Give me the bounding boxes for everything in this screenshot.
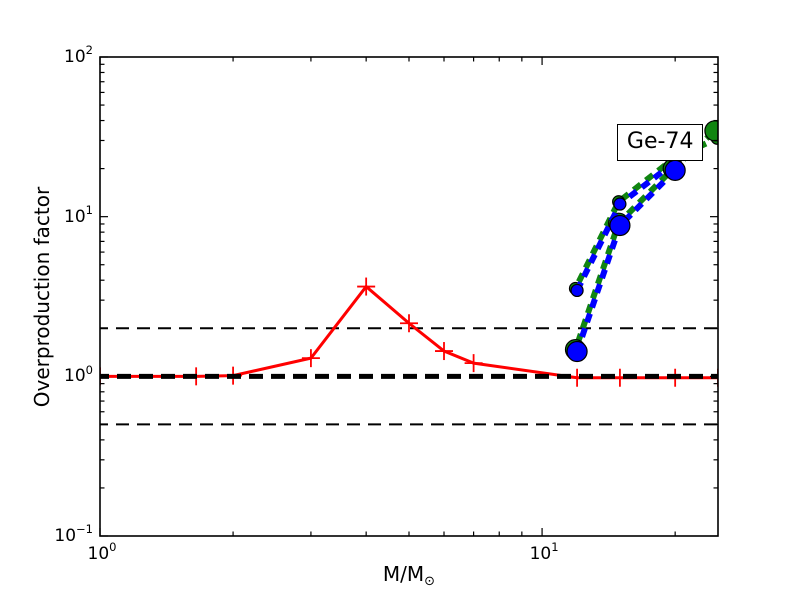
y-axis-title: Overproduction factor bbox=[30, 186, 54, 408]
x-axis-title-main: M/M bbox=[382, 562, 425, 586]
x-axis-title: M/M⊙ bbox=[309, 562, 509, 589]
y-tick-label: 101 bbox=[64, 203, 93, 227]
x-tick-label: 101 bbox=[529, 540, 559, 564]
y-tick-label: 100 bbox=[64, 362, 93, 387]
sun-symbol: ⊙ bbox=[424, 574, 436, 589]
y-tick-label: 10−1 bbox=[54, 522, 93, 546]
x-tick-label: 100 bbox=[87, 540, 117, 564]
series-label-ge74: Ge-74 bbox=[617, 124, 704, 162]
y-tick-label: 102 bbox=[64, 43, 93, 67]
